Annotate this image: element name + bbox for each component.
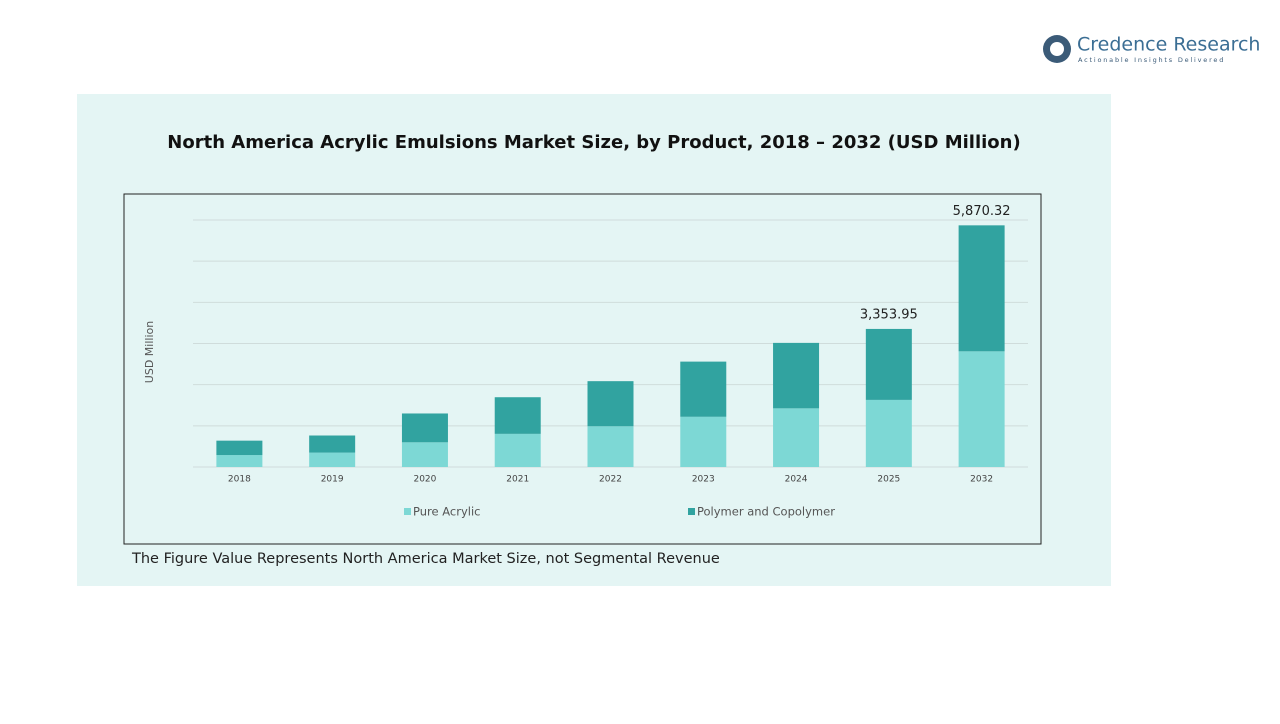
x-tick-label: 2024: [785, 475, 808, 485]
legend-swatch: [688, 508, 695, 515]
bar-segment: [216, 440, 263, 456]
bar-segment: [773, 408, 820, 467]
bar-segment: [401, 413, 448, 443]
x-tick-label: 2020: [413, 475, 436, 485]
bar-segment: [587, 381, 634, 427]
legend-label: Pure Acrylic: [413, 505, 480, 519]
bar-segment: [309, 435, 356, 453]
bar-segment: [309, 452, 356, 467]
brand-name: Credence Research: [1077, 34, 1260, 56]
logo-icon-inner: [1050, 42, 1064, 56]
legend-swatch: [404, 508, 411, 515]
bar-segment: [773, 342, 820, 409]
bar-segment: [865, 328, 912, 400]
logo: Credence Research Actionable Insights De…: [1043, 34, 1260, 64]
x-tick-label: 2019: [321, 475, 344, 485]
x-tick-label: 2018: [228, 475, 251, 485]
x-tick-label: 2021: [506, 475, 529, 485]
bar-segment: [494, 433, 541, 467]
footnote: The Figure Value Represents North Americ…: [131, 551, 720, 567]
bar-segment: [958, 225, 1005, 352]
x-tick-label: 2022: [599, 475, 622, 485]
brand-tagline: Actionable Insights Delivered: [1078, 56, 1225, 64]
total-label: 5,870.32: [953, 204, 1011, 219]
bar-segment: [401, 442, 448, 467]
bar-segment: [865, 399, 912, 467]
total-label: 3,353.95: [860, 307, 918, 322]
bar-segment: [958, 351, 1005, 467]
y-axis-label: USD Million: [143, 321, 156, 383]
bar-segment: [216, 455, 263, 467]
x-tick-label: 2023: [692, 475, 715, 485]
legend-label: Polymer and Copolymer: [697, 505, 835, 519]
chart-title: North America Acrylic Emulsions Market S…: [167, 132, 1020, 153]
panel: [77, 94, 1111, 586]
bar-segment: [494, 397, 541, 434]
bar-segment: [587, 426, 634, 467]
x-tick-label: 2025: [877, 475, 900, 485]
bar-segment: [680, 416, 727, 467]
bar-segment: [680, 361, 727, 417]
chart-frame: [123, 193, 1042, 545]
x-tick-label: 2032: [970, 475, 993, 485]
